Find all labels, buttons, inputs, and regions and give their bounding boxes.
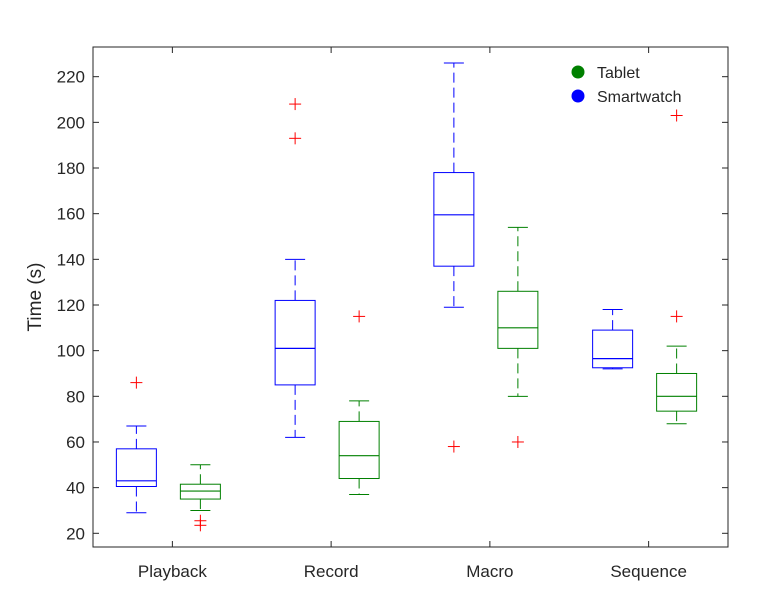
y-tick-label: 200 [57, 113, 85, 132]
x-axis: Playback Record Macro Sequence [138, 47, 687, 581]
box-tablet-playback [179, 464, 221, 532]
legend-marker-smartwatch [571, 89, 585, 103]
box-tablet-macro [497, 226, 539, 448]
y-tick-label: 60 [66, 433, 85, 452]
outlier-marker [194, 514, 207, 527]
outlier-marker [289, 98, 302, 111]
box-tablet-sequence [656, 109, 698, 425]
iqr-box [274, 299, 316, 386]
y-tick-label: 180 [57, 159, 85, 178]
legend-label-tablet: Tablet [597, 65, 640, 82]
y-axis-label: Time (s) [25, 263, 46, 332]
y-tick-label: 220 [57, 68, 85, 87]
x-tick-label: Macro [466, 562, 513, 581]
y-tick-label: 40 [66, 479, 85, 498]
outlier-marker [670, 109, 683, 122]
x-tick-label: Record [304, 562, 359, 581]
box-smartwatch-playback [115, 376, 157, 514]
outlier-marker [447, 440, 460, 453]
x-tick-label: Playback [138, 562, 207, 581]
iqr-box [433, 172, 475, 267]
outlier-marker [670, 310, 683, 323]
y-tick-label: 120 [57, 296, 85, 315]
y-tick-label: 160 [57, 205, 85, 224]
iqr-box [115, 448, 157, 487]
plot-area [92, 46, 729, 548]
legend-marker-tablet [571, 65, 585, 79]
y-axis: 20 40 60 80 100 120 140 160 180 200 220 [57, 68, 728, 543]
outlier-marker [289, 132, 302, 145]
box-smartwatch-macro [433, 62, 475, 453]
y-tick-label: 20 [66, 524, 85, 543]
y-tick-label: 140 [57, 250, 85, 269]
box-smartwatch-sequence [592, 309, 634, 370]
box-series [115, 62, 698, 532]
outlier-marker [130, 376, 143, 389]
x-tick-label: Sequence [610, 562, 687, 581]
iqr-box [497, 290, 539, 349]
y-tick-label: 100 [57, 342, 85, 361]
box-tablet-record [338, 310, 380, 495]
legend: Tablet Smartwatch [571, 65, 681, 106]
legend-label-smartwatch: Smartwatch [597, 89, 681, 106]
iqr-box [592, 329, 634, 369]
y-tick-label: 80 [66, 387, 85, 406]
outlier-marker [511, 435, 524, 448]
iqr-box [656, 372, 698, 412]
iqr-box [338, 420, 380, 480]
box-smartwatch-record [274, 98, 316, 438]
outlier-marker [353, 310, 366, 323]
